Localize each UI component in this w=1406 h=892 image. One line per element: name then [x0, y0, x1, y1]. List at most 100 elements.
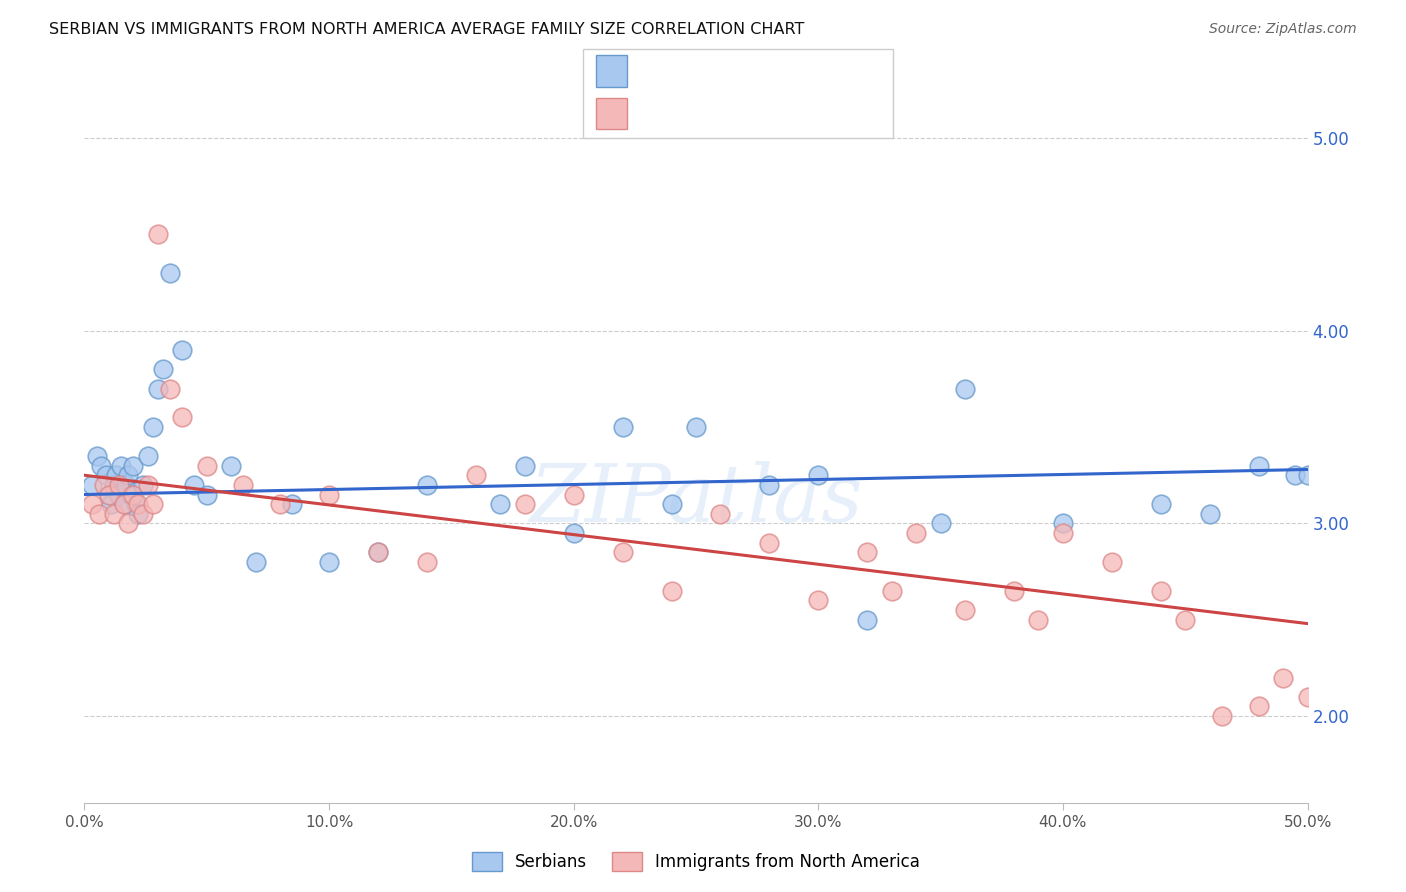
Point [1052, 516, 1074, 531]
Point [612, 545, 634, 559]
Bar [596, 55, 627, 87]
Point [1101, 555, 1123, 569]
Point [1284, 468, 1306, 483]
Point [1052, 526, 1074, 541]
Point [562, 526, 585, 541]
Point [1150, 497, 1173, 511]
Point [1272, 671, 1295, 685]
Point [807, 593, 830, 607]
Point [1028, 613, 1050, 627]
Point [105, 468, 128, 483]
Point [562, 487, 585, 501]
Point [318, 555, 340, 569]
Point [953, 382, 976, 396]
Text: ZIPatlas: ZIPatlas [529, 460, 863, 538]
Point [612, 420, 634, 434]
Point [661, 583, 683, 598]
Point [758, 535, 780, 549]
Point [367, 545, 389, 559]
Point [107, 487, 129, 501]
Point [80, 497, 103, 511]
Point [685, 420, 707, 434]
Point [120, 487, 142, 501]
Point [107, 478, 129, 492]
Point [112, 497, 135, 511]
Point [195, 487, 218, 501]
Point [464, 468, 486, 483]
Point [80, 478, 103, 492]
Point [159, 382, 181, 396]
Point [97, 487, 120, 501]
Text: 0.097: 0.097 [676, 62, 735, 79]
Point [905, 526, 928, 541]
Point [416, 555, 439, 569]
Point [122, 487, 145, 501]
Point [245, 555, 267, 569]
Point [90, 458, 112, 473]
Point [183, 478, 205, 492]
Point [1198, 507, 1220, 521]
Point [100, 497, 122, 511]
Point [136, 449, 159, 463]
Point [416, 478, 439, 492]
Point [117, 468, 139, 483]
Point [86, 449, 108, 463]
Text: R =: R = [640, 104, 675, 122]
FancyBboxPatch shape [583, 49, 893, 138]
Point [1296, 690, 1319, 704]
Text: SERBIAN VS IMMIGRANTS FROM NORTH AMERICA AVERAGE FAMILY SIZE CORRELATION CHART: SERBIAN VS IMMIGRANTS FROM NORTH AMERICA… [49, 22, 804, 37]
Point [142, 420, 165, 434]
Text: -0.468: -0.468 [676, 104, 735, 122]
Point [146, 382, 169, 396]
Point [232, 478, 254, 492]
Point [172, 410, 194, 425]
Point [112, 497, 135, 511]
Point [136, 478, 159, 492]
Text: R =: R = [640, 62, 675, 79]
Point [125, 497, 148, 511]
Text: N = 44: N = 44 [769, 104, 831, 122]
Point [97, 487, 120, 501]
Point [1150, 583, 1173, 598]
Point [96, 468, 118, 483]
Point [127, 507, 149, 521]
Point [929, 516, 952, 531]
Point [856, 545, 879, 559]
Point [195, 458, 218, 473]
Point [661, 497, 683, 511]
Point [146, 227, 169, 242]
Point [856, 613, 879, 627]
Point [172, 343, 194, 357]
Point [1296, 468, 1319, 483]
Point [318, 487, 340, 501]
Point [709, 507, 731, 521]
Point [807, 468, 830, 483]
Point [219, 458, 242, 473]
Point [1247, 458, 1270, 473]
Point [115, 478, 138, 492]
Point [142, 497, 165, 511]
Point [269, 497, 291, 511]
Point [367, 545, 389, 559]
Legend: Serbians, Immigrants from North America: Serbians, Immigrants from North America [465, 845, 927, 878]
Point [159, 266, 181, 280]
Point [513, 497, 536, 511]
Text: Source: ZipAtlas.com: Source: ZipAtlas.com [1209, 22, 1357, 37]
Point [93, 478, 115, 492]
Point [152, 362, 174, 376]
Point [127, 497, 149, 511]
Point [1002, 583, 1025, 598]
Point [1211, 709, 1233, 723]
Point [953, 603, 976, 617]
Point [1174, 613, 1197, 627]
Bar [596, 98, 627, 129]
Point [117, 516, 139, 531]
Point [880, 583, 903, 598]
Point [103, 507, 125, 521]
Point [281, 497, 304, 511]
Point [132, 478, 155, 492]
Point [87, 507, 110, 521]
Point [1247, 699, 1270, 714]
Point [110, 458, 132, 473]
Point [513, 458, 536, 473]
